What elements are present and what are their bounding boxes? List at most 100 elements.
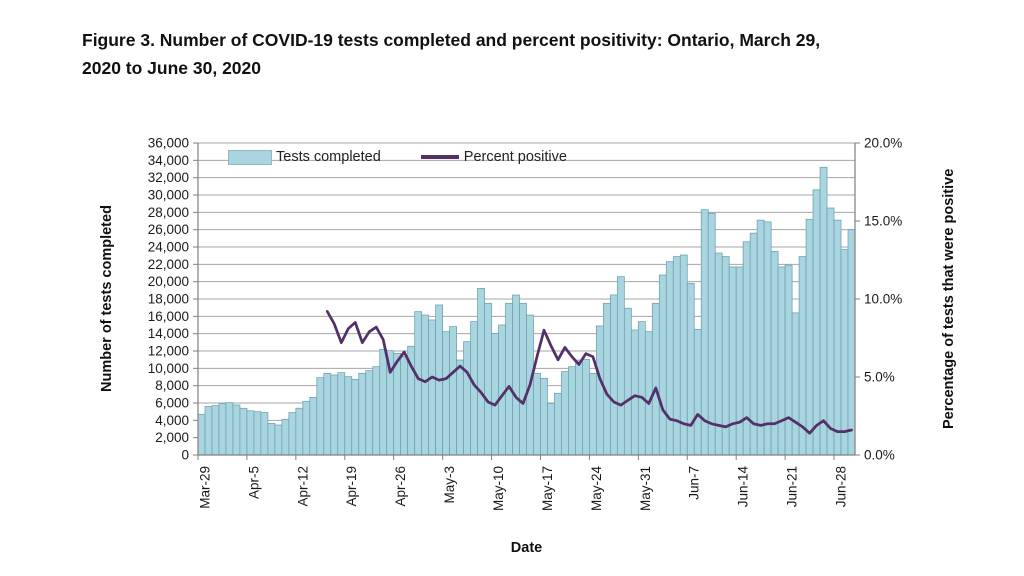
bar-tests-completed xyxy=(777,266,786,456)
bar-tests-completed xyxy=(414,311,423,456)
bar-tests-completed xyxy=(735,266,744,456)
bar-tests-completed xyxy=(561,371,569,456)
y-axis-left-tick-label: 0 xyxy=(181,447,189,462)
bar-tests-completed xyxy=(316,377,325,456)
bar-tests-completed xyxy=(826,207,835,456)
bar-tests-completed xyxy=(442,331,450,456)
bar-tests-completed xyxy=(456,359,464,456)
bar-tests-completed xyxy=(672,256,681,456)
bar-tests-completed xyxy=(840,249,849,456)
bar-tests-completed xyxy=(519,302,527,456)
bar-tests-completed xyxy=(658,274,667,456)
y-axis-left-tick-label: 30,000 xyxy=(148,187,189,202)
bar-tests-completed xyxy=(302,400,311,456)
bar-tests-completed xyxy=(260,412,269,456)
bar-tests-completed xyxy=(616,276,625,456)
bar-tests-completed xyxy=(393,352,402,456)
bar-tests-completed xyxy=(246,410,255,456)
bar-tests-completed xyxy=(547,402,555,456)
legend-line-swatch-icon xyxy=(420,155,459,159)
figure-title-line2: 2020 to June 30, 2020 xyxy=(82,58,261,78)
x-axis-tick-label: May-24 xyxy=(589,466,604,512)
bar-tests-completed xyxy=(379,348,388,456)
bar-tests-completed xyxy=(742,241,751,456)
bar-tests-completed xyxy=(372,366,381,456)
bar-tests-completed xyxy=(693,328,702,456)
bar-tests-completed xyxy=(623,307,632,456)
y-axis-left-tick-label: 16,000 xyxy=(148,309,189,324)
bar-tests-completed xyxy=(211,405,220,456)
x-axis-tick-label: Jun-28 xyxy=(833,466,848,507)
x-axis-tick-label: Apr-26 xyxy=(393,466,408,507)
x-axis-tick-label: Mar-29 xyxy=(197,466,212,509)
bar-tests-completed xyxy=(707,212,716,456)
y-axis-left-tick-label: 18,000 xyxy=(148,291,189,306)
y-axis-left-tick-label: 8,000 xyxy=(155,378,189,393)
bar-tests-completed xyxy=(630,329,639,456)
bar-tests-completed xyxy=(512,294,520,456)
bar-tests-completed xyxy=(540,377,548,456)
y-axis-left-tick-label: 34,000 xyxy=(148,153,189,168)
bar-tests-completed xyxy=(644,331,653,456)
bar-tests-completed xyxy=(784,264,793,456)
legend-label-percent-positive: Percent positive xyxy=(463,149,567,165)
y-axis-left-tick-label: 24,000 xyxy=(148,239,189,254)
bar-tests-completed xyxy=(351,378,360,456)
y-axis-right-tick-label: 10.0% xyxy=(864,291,902,306)
figure-title-line1: Figure 3. Number of COVID-19 tests compl… xyxy=(82,30,821,50)
bar-tests-completed xyxy=(498,324,506,456)
x-axis-tick-label: May-31 xyxy=(638,466,653,511)
y-axis-right-tick-label: 5.0% xyxy=(864,369,895,384)
bar-tests-completed xyxy=(204,406,213,456)
legend-label-tests-completed: Tests completed xyxy=(276,149,381,165)
figure-title: Figure 3. Number of COVID-19 tests compl… xyxy=(82,26,982,82)
x-axis-tick-label: Jun-7 xyxy=(687,466,702,500)
x-axis-title: Date xyxy=(510,540,543,556)
bar-tests-completed xyxy=(365,370,374,456)
bar-tests-completed xyxy=(197,413,206,456)
bar-tests-completed xyxy=(596,325,604,456)
bar-tests-completed xyxy=(232,404,241,456)
bar-tests-completed xyxy=(665,261,674,456)
y-axis-left-tick-label: 22,000 xyxy=(148,257,189,272)
bar-tests-completed xyxy=(505,302,513,456)
bar-tests-completed xyxy=(686,282,695,456)
bar-tests-completed xyxy=(554,392,562,456)
bar-tests-completed xyxy=(791,312,800,456)
bar-tests-completed xyxy=(847,229,856,456)
bar-tests-completed xyxy=(281,418,290,456)
y-axis-left-tick-label: 20,000 xyxy=(148,274,189,289)
bar-tests-completed xyxy=(449,326,457,456)
bar-tests-completed xyxy=(812,189,821,456)
y-axis-left-tick-label: 12,000 xyxy=(148,343,189,358)
bar-tests-completed xyxy=(288,412,297,456)
bar-tests-completed xyxy=(575,359,583,456)
bar-tests-completed xyxy=(477,287,485,456)
bar-tests-completed xyxy=(582,358,590,456)
y-axis-left-tick-label: 32,000 xyxy=(148,170,189,185)
line-percent-positive xyxy=(325,310,853,435)
y-axis-left-title: Number of tests completed xyxy=(99,205,115,393)
chart-legend: Tests completed Percent positive xyxy=(228,147,567,167)
bar-tests-completed xyxy=(651,302,660,456)
y-axis-left-tick-label: 14,000 xyxy=(148,326,189,341)
bar-tests-completed xyxy=(589,372,597,456)
y-axis-left-tick-label: 6,000 xyxy=(155,395,189,410)
y-axis-left-tick-label: 26,000 xyxy=(148,222,189,237)
bar-tests-completed xyxy=(225,402,234,456)
x-axis-tick-label: May-17 xyxy=(540,466,555,511)
bar-tests-completed xyxy=(484,302,492,456)
bar-tests-completed xyxy=(295,407,304,456)
bar-tests-completed xyxy=(491,332,499,456)
bar-tests-completed xyxy=(603,302,611,456)
bar-tests-completed xyxy=(637,321,646,456)
bar-tests-completed xyxy=(358,372,367,456)
y-axis-left-tick-label: 2,000 xyxy=(155,430,189,445)
bar-tests-completed xyxy=(805,218,814,456)
bar-tests-completed xyxy=(330,374,339,456)
x-axis-tick-label: May-3 xyxy=(442,466,457,504)
y-axis-left-tick-label: 10,000 xyxy=(148,361,189,376)
bar-tests-completed xyxy=(833,219,842,456)
y-axis-right-title: Percentage of tests that were positive xyxy=(941,168,957,430)
